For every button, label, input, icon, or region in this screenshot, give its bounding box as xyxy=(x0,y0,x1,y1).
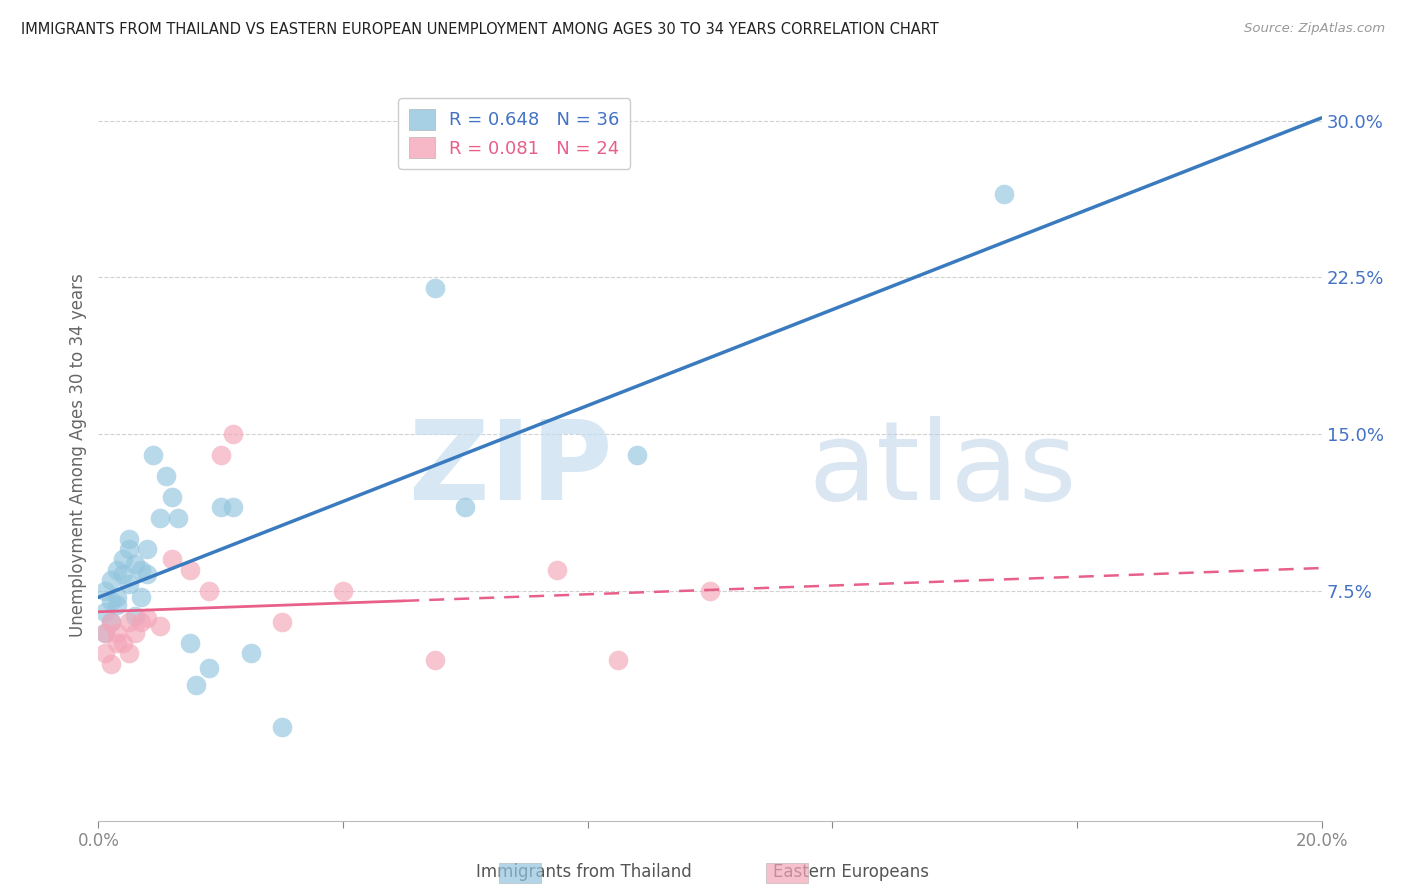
Point xyxy=(93,625,115,640)
Point xyxy=(136,611,159,625)
Point xyxy=(100,615,122,629)
Point xyxy=(105,590,128,604)
Text: atlas: atlas xyxy=(808,416,1077,523)
Text: Eastern Europeans: Eastern Europeans xyxy=(773,863,928,881)
Point xyxy=(136,567,159,582)
Point xyxy=(155,468,177,483)
Point xyxy=(179,563,201,577)
Point xyxy=(197,661,219,675)
Point xyxy=(118,577,141,591)
Point xyxy=(209,500,232,515)
Point xyxy=(111,636,134,650)
Point xyxy=(423,281,446,295)
Point xyxy=(179,636,201,650)
Point xyxy=(160,490,183,504)
Point xyxy=(142,448,165,462)
Point xyxy=(129,590,152,604)
Point xyxy=(149,510,172,524)
Y-axis label: Unemployment Among Ages 30 to 34 years: Unemployment Among Ages 30 to 34 years xyxy=(69,273,87,637)
Point xyxy=(546,563,568,577)
Point xyxy=(149,619,172,633)
Text: Source: ZipAtlas.com: Source: ZipAtlas.com xyxy=(1244,22,1385,36)
Point xyxy=(626,448,648,462)
Point xyxy=(240,647,263,661)
Point xyxy=(93,647,115,661)
Point xyxy=(105,625,128,640)
Point xyxy=(607,653,630,667)
Point xyxy=(454,500,477,515)
Point xyxy=(100,594,122,608)
Point xyxy=(100,574,122,588)
Point xyxy=(197,583,219,598)
Point xyxy=(222,500,245,515)
Text: Immigrants from Thailand: Immigrants from Thailand xyxy=(475,863,692,881)
Point xyxy=(993,186,1015,201)
Point xyxy=(111,567,134,582)
Point xyxy=(105,563,128,577)
Point xyxy=(270,615,292,629)
Point xyxy=(93,605,115,619)
Text: IMMIGRANTS FROM THAILAND VS EASTERN EUROPEAN UNEMPLOYMENT AMONG AGES 30 TO 34 YE: IMMIGRANTS FROM THAILAND VS EASTERN EURO… xyxy=(21,22,939,37)
Point xyxy=(124,625,146,640)
Point xyxy=(167,510,190,524)
Point xyxy=(118,647,141,661)
Point xyxy=(124,608,146,623)
Point xyxy=(111,552,134,566)
Point xyxy=(129,615,152,629)
Point xyxy=(105,599,128,613)
Legend: R = 0.648   N = 36, R = 0.081   N = 24: R = 0.648 N = 36, R = 0.081 N = 24 xyxy=(398,98,630,169)
Point xyxy=(186,678,208,692)
Point xyxy=(93,583,115,598)
Point xyxy=(118,541,141,556)
Point xyxy=(118,532,141,546)
Point xyxy=(699,583,721,598)
Point xyxy=(209,448,232,462)
Point xyxy=(93,625,115,640)
Point xyxy=(136,541,159,556)
Point xyxy=(423,653,446,667)
Text: ZIP: ZIP xyxy=(409,416,612,523)
Point xyxy=(100,615,122,629)
Point xyxy=(270,720,292,734)
Point xyxy=(118,615,141,629)
Point xyxy=(105,636,128,650)
Point xyxy=(332,583,354,598)
Point xyxy=(124,557,146,571)
Point xyxy=(100,657,122,671)
Point xyxy=(222,427,245,442)
Point xyxy=(129,563,152,577)
Point xyxy=(160,552,183,566)
